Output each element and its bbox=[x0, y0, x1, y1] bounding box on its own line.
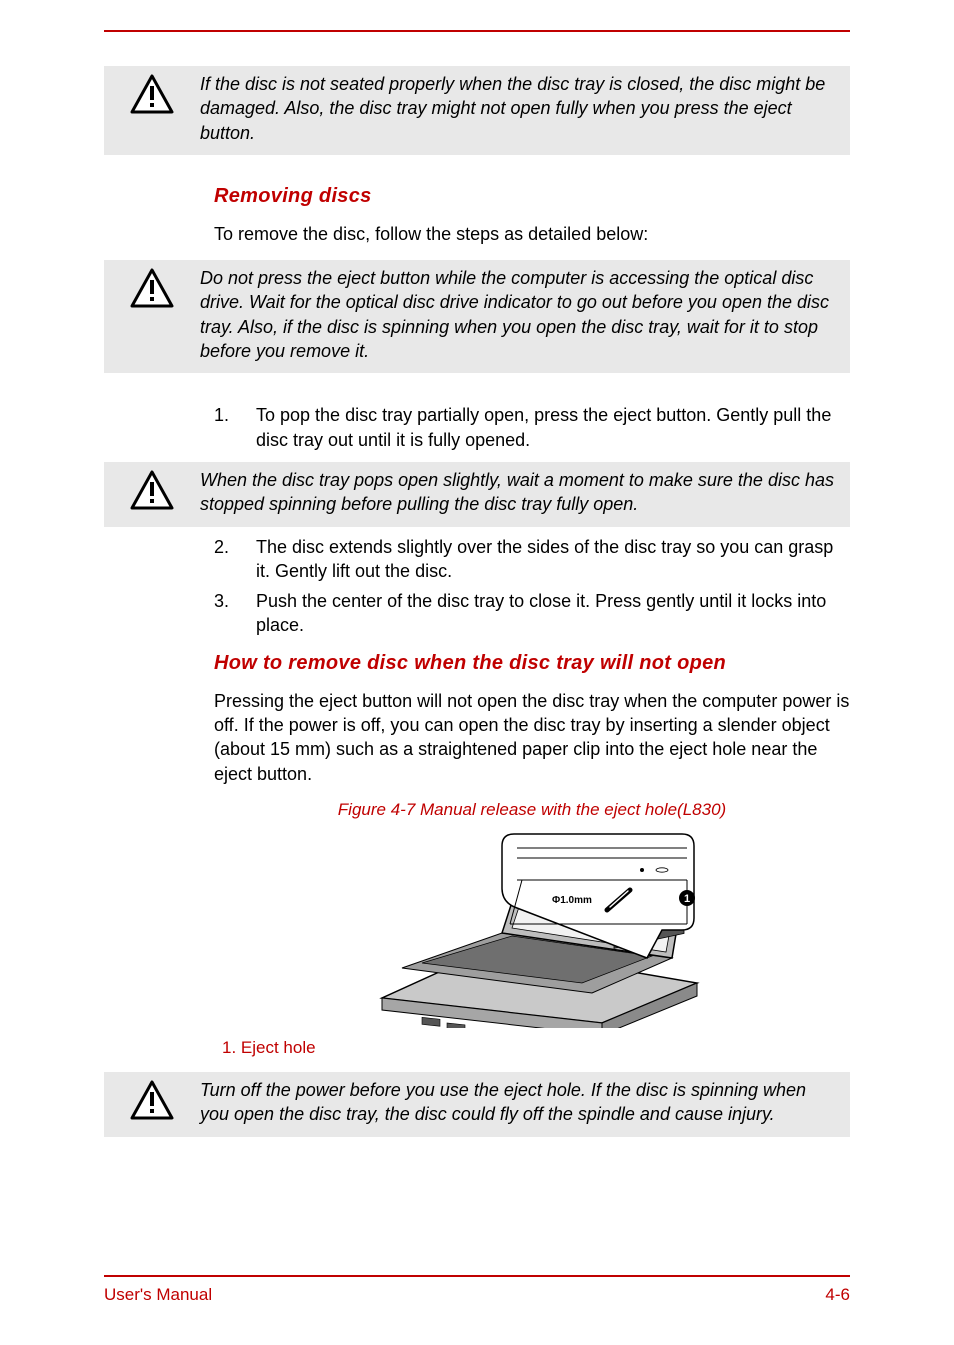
steps-list-b: 2. The disc extends slightly over the si… bbox=[214, 535, 850, 638]
warning-block: Do not press the eject button while the … bbox=[104, 260, 850, 373]
warning-text: Do not press the eject button while the … bbox=[200, 266, 842, 363]
top-rule bbox=[104, 30, 850, 32]
list-item: 1. To pop the disc tray partially open, … bbox=[214, 403, 850, 452]
heading-manual-eject: How to remove disc when the disc tray wi… bbox=[214, 652, 850, 675]
footer-left: User's Manual bbox=[104, 1285, 212, 1305]
figure-caption: Figure 4-7 Manual release with the eject… bbox=[214, 800, 850, 820]
warning-block: Turn off the power before you use the ej… bbox=[104, 1072, 850, 1137]
step-text: To pop the disc tray partially open, pre… bbox=[256, 403, 850, 452]
footer: User's Manual 4-6 bbox=[104, 1275, 850, 1305]
warning-block: If the disc is not seated properly when … bbox=[104, 66, 850, 155]
callout-label: Φ1.0mm bbox=[552, 895, 592, 906]
callout-number: 1 bbox=[684, 893, 690, 905]
list-item: 2. The disc extends slightly over the si… bbox=[214, 535, 850, 584]
bottom-rule bbox=[104, 1275, 850, 1277]
step-number: 3. bbox=[214, 589, 256, 638]
footer-right: 4-6 bbox=[825, 1285, 850, 1305]
manual-eject-body: Pressing the eject button will not open … bbox=[214, 689, 850, 786]
warning-icon bbox=[104, 266, 200, 308]
list-item: 3. Push the center of the disc tray to c… bbox=[214, 589, 850, 638]
warning-icon bbox=[104, 1078, 200, 1120]
figure-legend: 1. Eject hole bbox=[214, 1038, 850, 1058]
warning-text: When the disc tray pops open slightly, w… bbox=[200, 468, 842, 517]
step-text: The disc extends slightly over the sides… bbox=[256, 535, 850, 584]
warning-text: If the disc is not seated properly when … bbox=[200, 72, 842, 145]
heading-removing-discs: Removing discs bbox=[214, 185, 850, 208]
intro-text: To remove the disc, follow the steps as … bbox=[214, 222, 850, 246]
warning-icon bbox=[104, 72, 200, 114]
warning-icon bbox=[104, 468, 200, 510]
step-number: 2. bbox=[214, 535, 256, 584]
step-number: 1. bbox=[214, 403, 256, 452]
warning-block: When the disc tray pops open slightly, w… bbox=[104, 462, 850, 527]
step-text: Push the center of the disc tray to clos… bbox=[256, 589, 850, 638]
figure: Φ1.0mm 1 bbox=[214, 828, 850, 1028]
warning-text: Turn off the power before you use the ej… bbox=[200, 1078, 842, 1127]
steps-list-a: 1. To pop the disc tray partially open, … bbox=[214, 403, 850, 452]
